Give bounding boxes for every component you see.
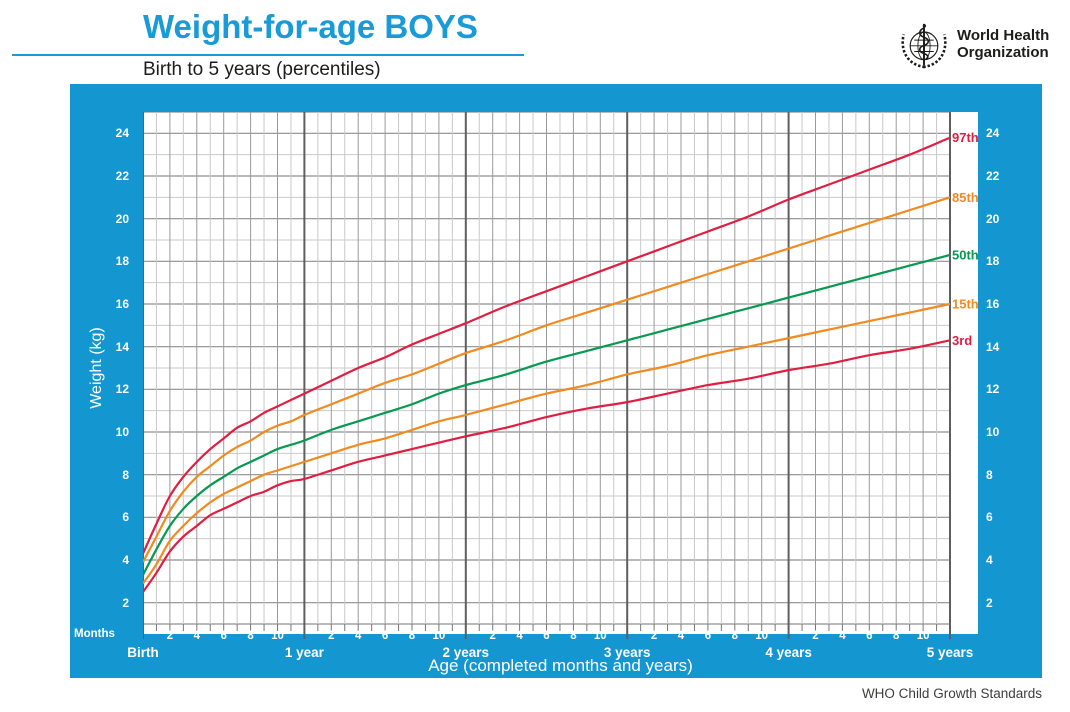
x-month-label-20: 8 [408,630,416,642]
percentile-label-15th: 15th [952,297,978,312]
x-month-label-50: 2 [812,630,819,642]
y-axis-tick-label-right-16: 16 [986,297,1000,311]
y-axis-tick-label-right-22: 22 [986,169,1000,183]
who-logo-text: World Health Organization [957,27,1050,62]
y-axis-tick-label-left-14: 14 [115,339,129,354]
y-axis-tick-label-left-18: 18 [115,254,129,269]
page-title: Weight-for-age BOYS [143,8,478,45]
percentile-curve-3rd [143,339,951,593]
x-month-label-58: 10 [916,630,930,642]
logo-text-line2: Organization [957,44,1049,61]
plot-area: 97th 85th 50th 15th 3rd [143,112,978,639]
percentile-curve-50th [143,253,951,576]
x-month-label-44: 8 [731,630,738,642]
percentile-label-3rd: 3rd [952,333,972,348]
x-month-label-8: 8 [247,630,254,642]
x-month-label-26: 2 [489,630,496,642]
plot-background [143,112,978,634]
x-month-label-18: 6 [381,630,389,642]
x-year-label-0: Birth [127,645,159,660]
x-month-label-32: 8 [570,630,577,642]
x-year-label-4: 4 years [765,645,812,660]
percentile-curve-15th [143,302,951,585]
months-axis-label: Months [74,628,115,640]
x-year-label-2: 2 years [442,645,490,660]
x-month-label-14: 2 [328,630,335,642]
who-logo: World Health Organization [898,20,1049,70]
y-axis-tick-label-right-18: 18 [986,254,1000,269]
title-underline [12,54,524,56]
y-axis-tick-label-right-4: 4 [986,553,993,567]
x-month-label-28: 4 [516,630,523,642]
y-axis-tick-label-right-24: 24 [986,126,1000,141]
y-axis-tick-label-right-14: 14 [986,339,1000,354]
y-axis-tick-label-right-20: 20 [986,211,1000,226]
y-axis-tick-label-left-10: 10 [115,425,129,439]
y-axis-tick-label-left-2: 2 [122,595,129,610]
x-month-label-2: 2 [166,630,174,642]
x-month-label-22: 10 [432,630,446,642]
y-axis-tick-label-right-10: 10 [986,425,1000,439]
y-axis-tick-label-left-4: 4 [122,553,129,567]
percentile-label-85th: 85th [952,190,978,205]
percentile-label-50th: 50th [952,247,978,262]
x-year-label-3: 3 years [603,645,651,660]
x-year-label-1: 1 year [284,645,324,660]
x-month-label-10: 10 [271,630,284,642]
y-axis-tick-label-right-2: 2 [986,595,993,610]
y-axis-tick-label-left-16: 16 [115,297,129,311]
logo-text-line1: World Health [957,27,1050,45]
page-subtitle: Birth to 5 years (percentiles) [143,59,381,80]
y-axis-tick-label-right-12: 12 [986,382,1000,397]
x-month-label-40: 4 [677,630,685,642]
x-month-label-42: 6 [704,630,712,642]
percentile-label-97th: 97th [952,130,978,145]
x-month-label-16: 4 [354,630,362,642]
footer-credit: WHO Child Growth Standards [861,686,1042,701]
x-month-label-56: 8 [892,630,900,642]
y-axis-tick-label-left-8: 8 [122,467,129,482]
y-axis-tick-label-left-24: 24 [115,126,129,141]
y-axis-tick-label-right-8: 8 [986,467,993,482]
y-axis-tick-label-left-6: 6 [122,510,129,525]
x-month-label-6: 6 [220,630,227,642]
percentile-curve-85th [143,196,951,563]
x-month-label-46: 10 [755,630,769,642]
x-month-label-54: 6 [866,630,873,642]
x-month-label-34: 10 [593,630,607,642]
chart-panel: Weight (kg) Months 97th 85th 50th 15th 3rd A… [70,84,1042,678]
percentile-curve-97th [143,136,951,555]
y-axis-tick-label-right-6: 6 [986,510,993,525]
who-emblem-icon [901,23,947,69]
x-month-label-30: 6 [543,630,550,642]
y-axis-tick-label-left-20: 20 [115,211,129,226]
x-month-label-4: 4 [193,630,200,642]
y-axis-tick-label-left-22: 22 [115,169,129,183]
x-month-label-38: 2 [650,630,658,642]
x-year-label-5: 5 years [926,645,974,660]
x-axis-title: Age (completed months and years) [428,656,693,675]
y-axis-tick-label-left-12: 12 [115,382,129,397]
x-month-label-52: 4 [839,630,846,642]
